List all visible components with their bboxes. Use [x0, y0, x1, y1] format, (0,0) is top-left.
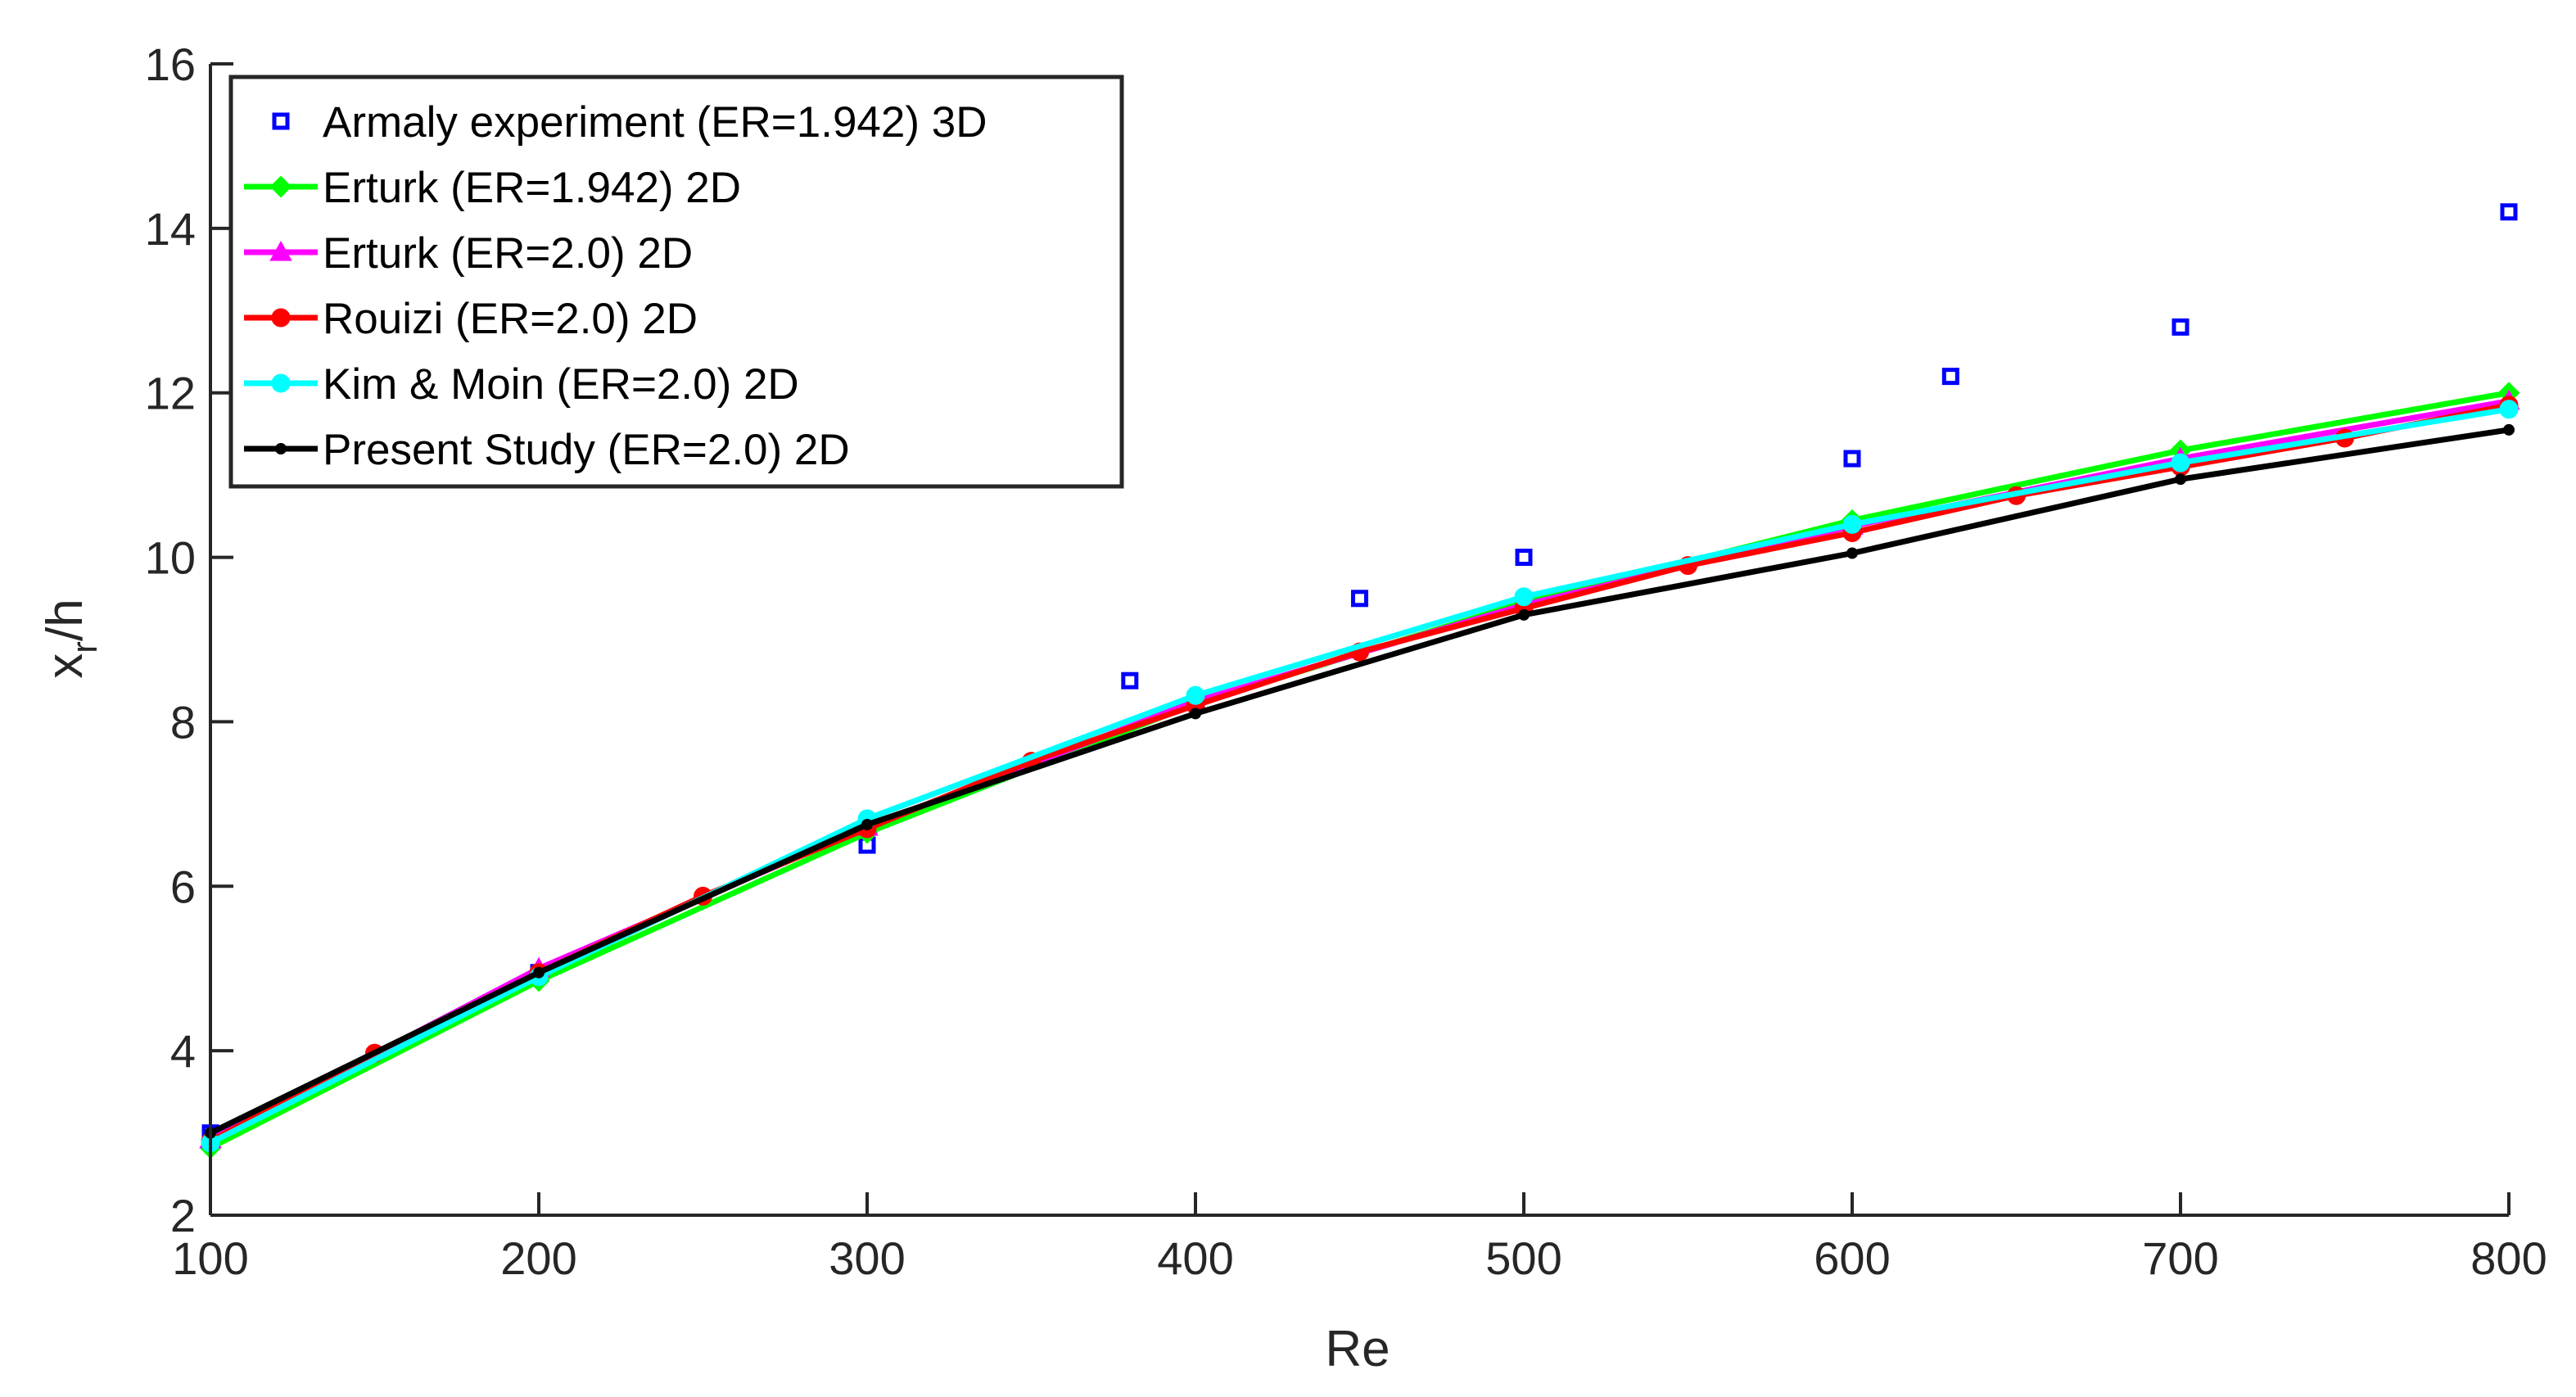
legend-swatch-marker-1 — [269, 175, 292, 198]
y-tick-label-2: 6 — [170, 861, 196, 912]
y-tick-label-0: 2 — [170, 1190, 196, 1241]
legend-item-2: Erturk (ER=2.0) 2D — [244, 229, 693, 278]
x-tick-label-7: 800 — [2470, 1232, 2547, 1284]
series-line-5 — [209, 427, 2510, 1136]
legend-swatch-marker-3 — [271, 308, 291, 328]
data-point-0-5 — [1515, 549, 1533, 567]
data-point-5-7 — [2503, 423, 2515, 436]
series-5 — [205, 423, 2515, 1139]
legend-item-5: Present Study (ER=2.0) 2D — [244, 426, 850, 474]
legend-item-4: Kim & Moin (ER=2.0) 2D — [244, 360, 799, 409]
x-tick-label-5: 600 — [1814, 1232, 1890, 1284]
x-tick-label-1: 200 — [500, 1232, 576, 1284]
legend-label-4: Kim & Moin (ER=2.0) 2D — [323, 360, 799, 409]
y-tick-label-7: 16 — [145, 38, 196, 90]
legend-item-0: Armaly experiment (ER=1.942) 3D — [272, 98, 987, 147]
series-1 — [199, 382, 2520, 1160]
x-axis-label: Re — [1325, 1321, 1390, 1377]
data-point-4-7 — [2499, 400, 2519, 419]
data-point-5-6 — [2175, 473, 2186, 486]
x-tick-label-6: 700 — [2142, 1232, 2218, 1284]
x-tick-label-3: 400 — [1157, 1232, 1233, 1284]
series-2 — [199, 389, 2520, 1149]
data-point-4-4 — [1514, 587, 1534, 607]
y-axis-label-main: x — [37, 653, 93, 679]
x-tick-label-0: 100 — [172, 1232, 248, 1284]
series-line-1 — [209, 390, 2510, 1151]
legend-item-1: Erturk (ER=1.942) 2D — [244, 164, 741, 212]
data-point-4-6 — [2171, 453, 2190, 472]
data-point-0-4 — [1351, 590, 1368, 608]
data-point-4-3 — [1186, 685, 1205, 705]
series-layer — [199, 203, 2520, 1160]
series-line-4 — [209, 406, 2510, 1146]
x-tick-label-2: 300 — [829, 1232, 905, 1284]
data-point-5-5 — [1846, 547, 1858, 559]
legend-label-3: Rouizi (ER=2.0) 2D — [323, 295, 698, 343]
legend-swatch-marker-5 — [275, 443, 287, 454]
y-tick-label-6: 14 — [145, 203, 196, 255]
series-3 — [201, 396, 2519, 1151]
y-axis-label: xr/h — [37, 599, 105, 678]
svg-text:xr/h: xr/h — [37, 599, 105, 678]
y-axis-label-sub: r — [65, 641, 105, 653]
y-tick-label-3: 8 — [170, 696, 196, 748]
y-tick-label-5: 12 — [145, 368, 196, 419]
y-tick-label-4: 10 — [145, 532, 196, 584]
axis-labels: Re xr/h — [37, 599, 1390, 1377]
x-tick-label-4: 500 — [1485, 1232, 1561, 1284]
data-point-0-6 — [1843, 450, 1861, 468]
legend-label-0: Armaly experiment (ER=1.942) 3D — [323, 98, 987, 147]
legend-label-5: Present Study (ER=2.0) 2D — [323, 426, 850, 474]
data-point-5-1 — [533, 966, 545, 979]
y-tick-label-1: 4 — [170, 1025, 196, 1077]
legend-label-2: Erturk (ER=2.0) 2D — [323, 229, 693, 278]
series-line-3 — [209, 402, 2510, 1144]
legend-item-3: Rouizi (ER=2.0) 2D — [244, 295, 698, 343]
series-4 — [201, 400, 2519, 1153]
data-point-4-5 — [1842, 514, 1862, 534]
legend-box — [228, 75, 1124, 489]
series-line-2 — [209, 398, 2510, 1142]
legend-swatch-marker-4 — [271, 373, 291, 393]
legend: Armaly experiment (ER=1.942) 3D Erturk (E… — [228, 75, 1124, 489]
data-point-0-9 — [2500, 203, 2518, 221]
data-point-5-3 — [1190, 708, 1201, 720]
axes: 100 200 300 400 500 600 700 800 2 4 6 8 10 12 14 16 — [145, 38, 2547, 1284]
legend-swatch-marker-2 — [269, 240, 292, 261]
legend-swatch-marker-0 — [272, 112, 290, 130]
data-point-0-3 — [1121, 671, 1139, 689]
legend-label-1: Erturk (ER=1.942) 2D — [323, 164, 741, 212]
data-point-0-8 — [2172, 318, 2190, 336]
data-point-0-7 — [1941, 368, 1959, 386]
y-axis-label-tail: /h — [37, 599, 93, 641]
data-point-5-4 — [1518, 608, 1530, 621]
data-point-5-2 — [861, 818, 873, 830]
